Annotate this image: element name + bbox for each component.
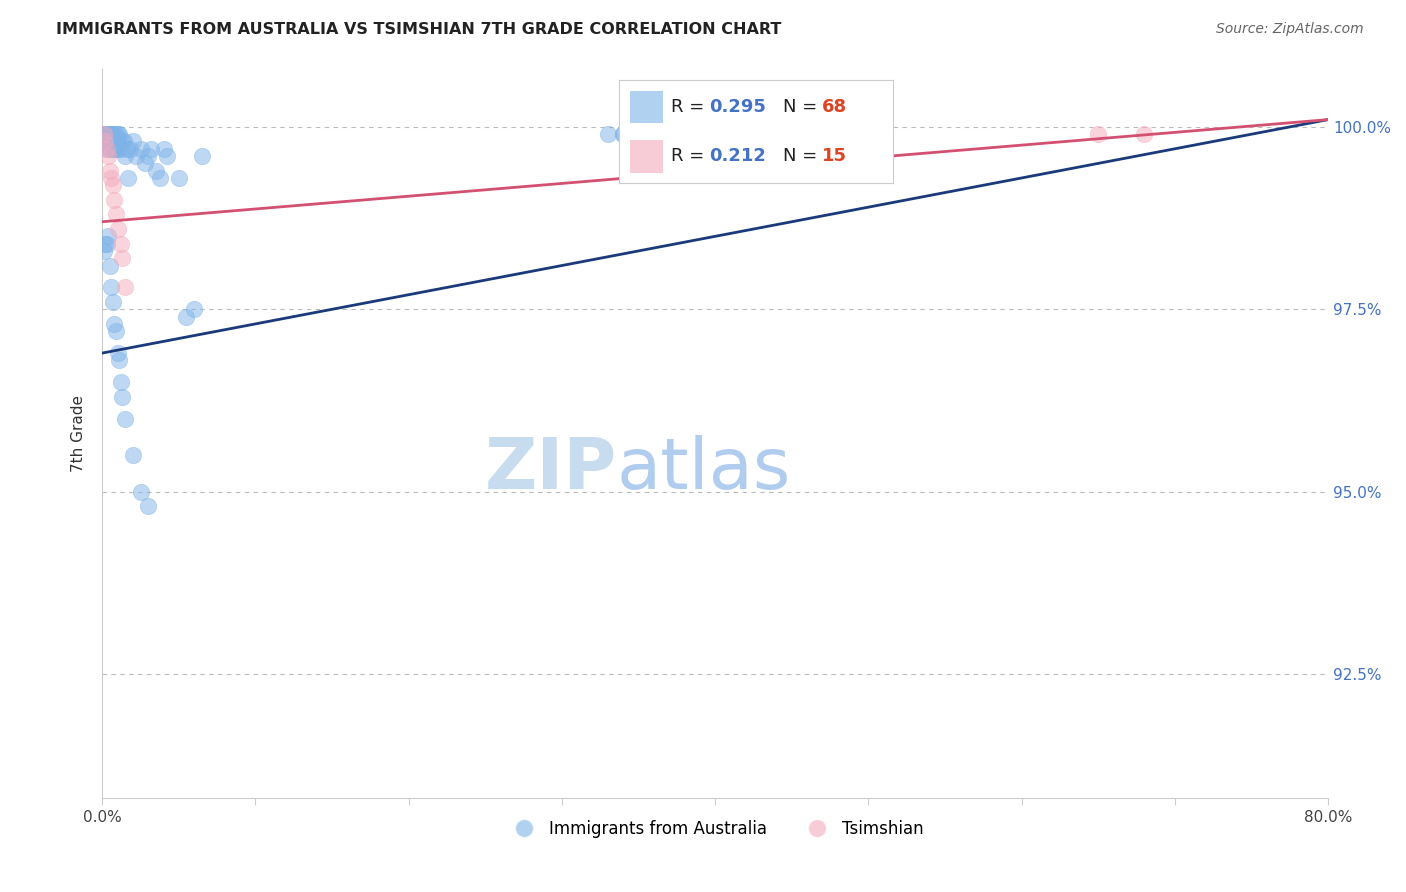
Point xyxy=(101,178,124,193)
Point xyxy=(627,127,650,141)
Point xyxy=(103,193,125,207)
Point xyxy=(596,127,619,141)
Point xyxy=(97,127,120,141)
Point xyxy=(93,244,115,258)
Point xyxy=(141,142,163,156)
Point xyxy=(129,142,152,156)
Point xyxy=(97,135,120,149)
Text: 0.212: 0.212 xyxy=(709,146,766,165)
Point xyxy=(94,135,117,149)
Point xyxy=(108,353,131,368)
Point xyxy=(93,127,115,141)
Point xyxy=(105,324,128,338)
Point xyxy=(97,149,120,163)
Point xyxy=(155,149,177,163)
Point xyxy=(96,236,118,251)
Legend: Immigrants from Australia, Tsimshian: Immigrants from Australia, Tsimshian xyxy=(501,814,929,845)
Point xyxy=(101,295,124,310)
Point xyxy=(98,163,121,178)
Point xyxy=(107,346,129,360)
Point xyxy=(612,127,634,141)
Point xyxy=(103,317,125,331)
Point xyxy=(105,127,128,141)
Point xyxy=(96,142,118,156)
Point xyxy=(145,163,167,178)
Point xyxy=(107,222,129,236)
Point xyxy=(1087,127,1109,141)
Point xyxy=(105,142,128,156)
Point xyxy=(107,142,129,156)
Point xyxy=(105,207,128,221)
Point xyxy=(110,376,132,390)
Point xyxy=(136,149,159,163)
Text: R =: R = xyxy=(671,146,716,165)
Point xyxy=(136,500,159,514)
Point xyxy=(176,310,198,324)
Point xyxy=(112,135,135,149)
Point xyxy=(612,127,634,141)
Point xyxy=(191,149,214,163)
Point xyxy=(111,390,134,404)
Point xyxy=(643,127,665,141)
Point xyxy=(110,236,132,251)
Point xyxy=(134,156,156,170)
Point xyxy=(114,411,136,425)
Point xyxy=(115,142,138,156)
Bar xyxy=(630,91,662,123)
Point xyxy=(167,171,190,186)
Bar xyxy=(630,140,662,173)
Text: ZIP: ZIP xyxy=(485,435,617,504)
Point xyxy=(100,135,122,149)
Text: Source: ZipAtlas.com: Source: ZipAtlas.com xyxy=(1216,22,1364,37)
Text: N =: N = xyxy=(783,146,823,165)
Point xyxy=(114,280,136,294)
Point xyxy=(94,236,117,251)
Point xyxy=(111,135,134,149)
Text: atlas: atlas xyxy=(617,435,792,504)
Text: R =: R = xyxy=(671,98,710,117)
Point xyxy=(100,280,122,294)
Text: IMMIGRANTS FROM AUSTRALIA VS TSIMSHIAN 7TH GRADE CORRELATION CHART: IMMIGRANTS FROM AUSTRALIA VS TSIMSHIAN 7… xyxy=(56,22,782,37)
Point xyxy=(98,142,121,156)
Point xyxy=(103,142,125,156)
Point xyxy=(107,135,129,149)
Point xyxy=(110,142,132,156)
Point xyxy=(100,171,122,186)
Point xyxy=(117,171,139,186)
Point xyxy=(1133,127,1156,141)
Point xyxy=(118,142,141,156)
Point xyxy=(98,259,121,273)
Text: 15: 15 xyxy=(821,146,846,165)
Point xyxy=(96,127,118,141)
Point xyxy=(103,127,125,141)
Point xyxy=(111,251,134,265)
Point xyxy=(101,142,124,156)
Point xyxy=(101,127,124,141)
Point xyxy=(96,135,118,149)
Point xyxy=(98,127,121,141)
Point xyxy=(98,135,121,149)
Point xyxy=(152,142,174,156)
Point xyxy=(183,302,205,317)
Text: 68: 68 xyxy=(821,98,846,117)
Y-axis label: 7th Grade: 7th Grade xyxy=(72,395,86,472)
Point xyxy=(108,127,131,141)
Text: N =: N = xyxy=(783,98,823,117)
Point xyxy=(94,135,117,149)
Point xyxy=(121,448,143,462)
Point xyxy=(125,149,148,163)
Point xyxy=(97,229,120,244)
Point xyxy=(643,127,665,141)
Point xyxy=(129,484,152,499)
Point xyxy=(107,127,129,141)
Point xyxy=(96,142,118,156)
Point xyxy=(93,127,115,141)
Text: 0.295: 0.295 xyxy=(709,98,766,117)
Point xyxy=(114,149,136,163)
Point xyxy=(94,127,117,141)
Point xyxy=(121,135,143,149)
Point xyxy=(101,135,124,149)
Point xyxy=(100,127,122,141)
Point xyxy=(149,171,172,186)
